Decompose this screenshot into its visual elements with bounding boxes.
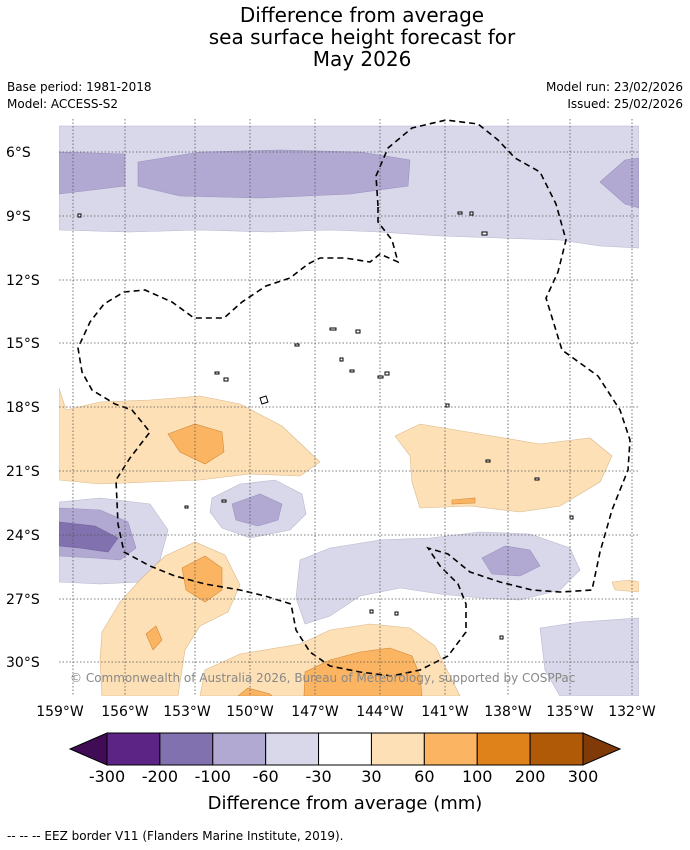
- lon-label: 159°W: [36, 704, 84, 720]
- title-line-2: sea surface height forecast for: [208, 25, 516, 49]
- lon-label: 138°W: [484, 704, 532, 720]
- map-panel: © Commonwealth of Australia 2026, Bureau…: [59, 119, 639, 696]
- colorbar-tick: 200: [515, 767, 546, 786]
- colorbar-cell: [318, 732, 372, 766]
- issued-date: Issued: 25/02/2026: [567, 97, 683, 111]
- lat-label: 12°S: [6, 273, 40, 289]
- lon-label: 132°W: [608, 704, 656, 720]
- lat-label: 27°S: [6, 592, 40, 608]
- colorbar-cell: [529, 732, 584, 766]
- colorbar-arrow-left: [68, 732, 108, 766]
- lat-label: 30°S: [6, 655, 40, 671]
- colorbar-cell: [106, 732, 161, 766]
- eez-border: [77, 119, 631, 677]
- meta-right: Model run: 23/02/2026 Issued: 25/02/2026: [546, 79, 683, 113]
- colorbar-tick: -60: [253, 767, 279, 786]
- model-name: Model: ACCESS-S2: [7, 97, 119, 111]
- colorbar-cell: [370, 732, 425, 766]
- colorbar-cell: [159, 732, 214, 766]
- anomaly-band-neg100: [59, 521, 119, 553]
- lon-label: 156°W: [101, 704, 149, 720]
- lon-label: 144°W: [356, 704, 404, 720]
- lon-label: 141°W: [421, 704, 469, 720]
- colorbar-tick: 100: [462, 767, 493, 786]
- lat-label: 24°S: [6, 528, 40, 544]
- gridlines: [59, 119, 639, 696]
- eez-footnote: -- -- -- EEZ border V11 (Flanders Marine…: [7, 829, 344, 843]
- colorbar-cell: [265, 732, 320, 766]
- colorbar-tick: 60: [414, 767, 434, 786]
- colorbar-tick: -30: [305, 767, 331, 786]
- title-line-3: May 2026: [312, 47, 412, 71]
- lat-label: 6°S: [6, 145, 31, 161]
- map-title: Difference from average sea surface heig…: [0, 4, 690, 70]
- lon-label: 150°W: [226, 704, 274, 720]
- latitude-labels: 6°S 9°S 12°S 15°S 18°S 21°S 24°S 27°S 30…: [6, 145, 40, 671]
- lon-label: 147°W: [291, 704, 339, 720]
- model-run-date: Model run: 23/02/2026: [545, 80, 683, 94]
- lat-label: 15°S: [6, 336, 40, 352]
- colorbar-tick: -100: [195, 767, 231, 786]
- lat-label: 21°S: [6, 464, 40, 480]
- colorbar: -300 -200 -100 -60 -30 30 60 100 200 300…: [68, 732, 622, 814]
- title-line-1: Difference from average: [239, 3, 485, 27]
- colorbar-cell: [423, 732, 478, 766]
- lat-label: 9°S: [6, 209, 31, 225]
- anomaly-band-pos60: [145, 423, 476, 696]
- lat-label: 18°S: [6, 400, 40, 416]
- longitude-labels: 159°W 156°W 153°W 150°W 147°W 144°W 141°…: [36, 704, 656, 720]
- colorbar-label: Difference from average (mm): [208, 793, 483, 814]
- lon-label: 153°W: [163, 704, 211, 720]
- copyright-notice: © Commonwealth of Australia 2026, Bureau…: [70, 671, 575, 685]
- colorbar-arrow-right: [582, 732, 622, 766]
- colorbar-tick: 300: [568, 767, 599, 786]
- anomaly-band-pos30: [59, 387, 639, 696]
- lon-label: 135°W: [546, 704, 594, 720]
- base-period: Base period: 1981-2018: [7, 80, 152, 94]
- colorbar-tick: 30: [361, 767, 381, 786]
- colorbar-cell: [212, 732, 267, 766]
- meta-left: Base period: 1981-2018 Model: ACCESS-S2: [7, 79, 152, 113]
- colorbar-cell: [476, 732, 531, 766]
- colorbar-tick: -200: [142, 767, 178, 786]
- islands: [77, 211, 574, 640]
- colorbar-tick: -300: [89, 767, 125, 786]
